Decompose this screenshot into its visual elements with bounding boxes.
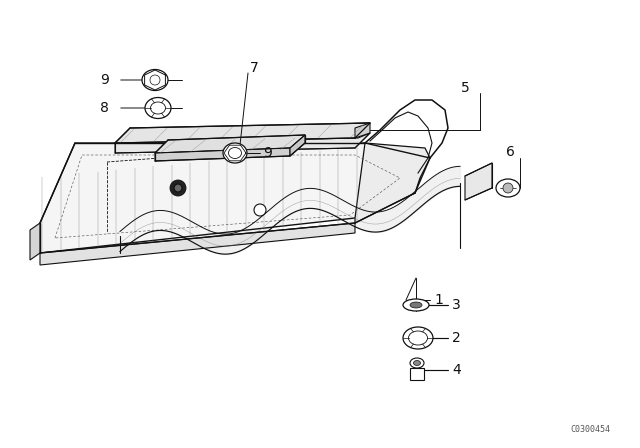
Text: 8: 8 [100, 101, 109, 115]
Text: 1: 1 [434, 293, 443, 307]
Ellipse shape [228, 147, 241, 159]
Text: 2: 2 [452, 331, 461, 345]
Text: 5: 5 [461, 81, 469, 95]
Polygon shape [355, 123, 370, 138]
Text: 9: 9 [263, 146, 272, 160]
Polygon shape [115, 123, 370, 143]
Polygon shape [465, 163, 492, 200]
Polygon shape [40, 223, 355, 265]
Ellipse shape [413, 361, 420, 366]
Ellipse shape [142, 69, 168, 90]
Text: C0300454: C0300454 [570, 425, 610, 434]
Ellipse shape [150, 102, 166, 114]
Ellipse shape [145, 98, 171, 119]
Ellipse shape [410, 358, 424, 368]
Polygon shape [410, 368, 424, 380]
Ellipse shape [403, 299, 429, 311]
Circle shape [254, 204, 266, 216]
Polygon shape [155, 148, 290, 161]
Circle shape [170, 180, 186, 196]
Polygon shape [115, 123, 370, 143]
Circle shape [150, 75, 160, 85]
Polygon shape [155, 135, 305, 153]
Ellipse shape [410, 302, 422, 308]
Polygon shape [290, 135, 305, 156]
Text: 9: 9 [100, 73, 109, 87]
Text: 4: 4 [452, 363, 461, 377]
Ellipse shape [403, 327, 433, 349]
Polygon shape [115, 133, 370, 153]
Circle shape [174, 184, 182, 192]
Ellipse shape [223, 143, 247, 163]
Polygon shape [30, 223, 40, 260]
Circle shape [503, 183, 513, 193]
Ellipse shape [408, 331, 428, 345]
Text: 6: 6 [506, 145, 515, 159]
Text: 7: 7 [250, 61, 259, 75]
Polygon shape [355, 143, 430, 223]
Text: 3: 3 [452, 298, 461, 312]
Polygon shape [40, 143, 420, 253]
Ellipse shape [496, 179, 520, 197]
